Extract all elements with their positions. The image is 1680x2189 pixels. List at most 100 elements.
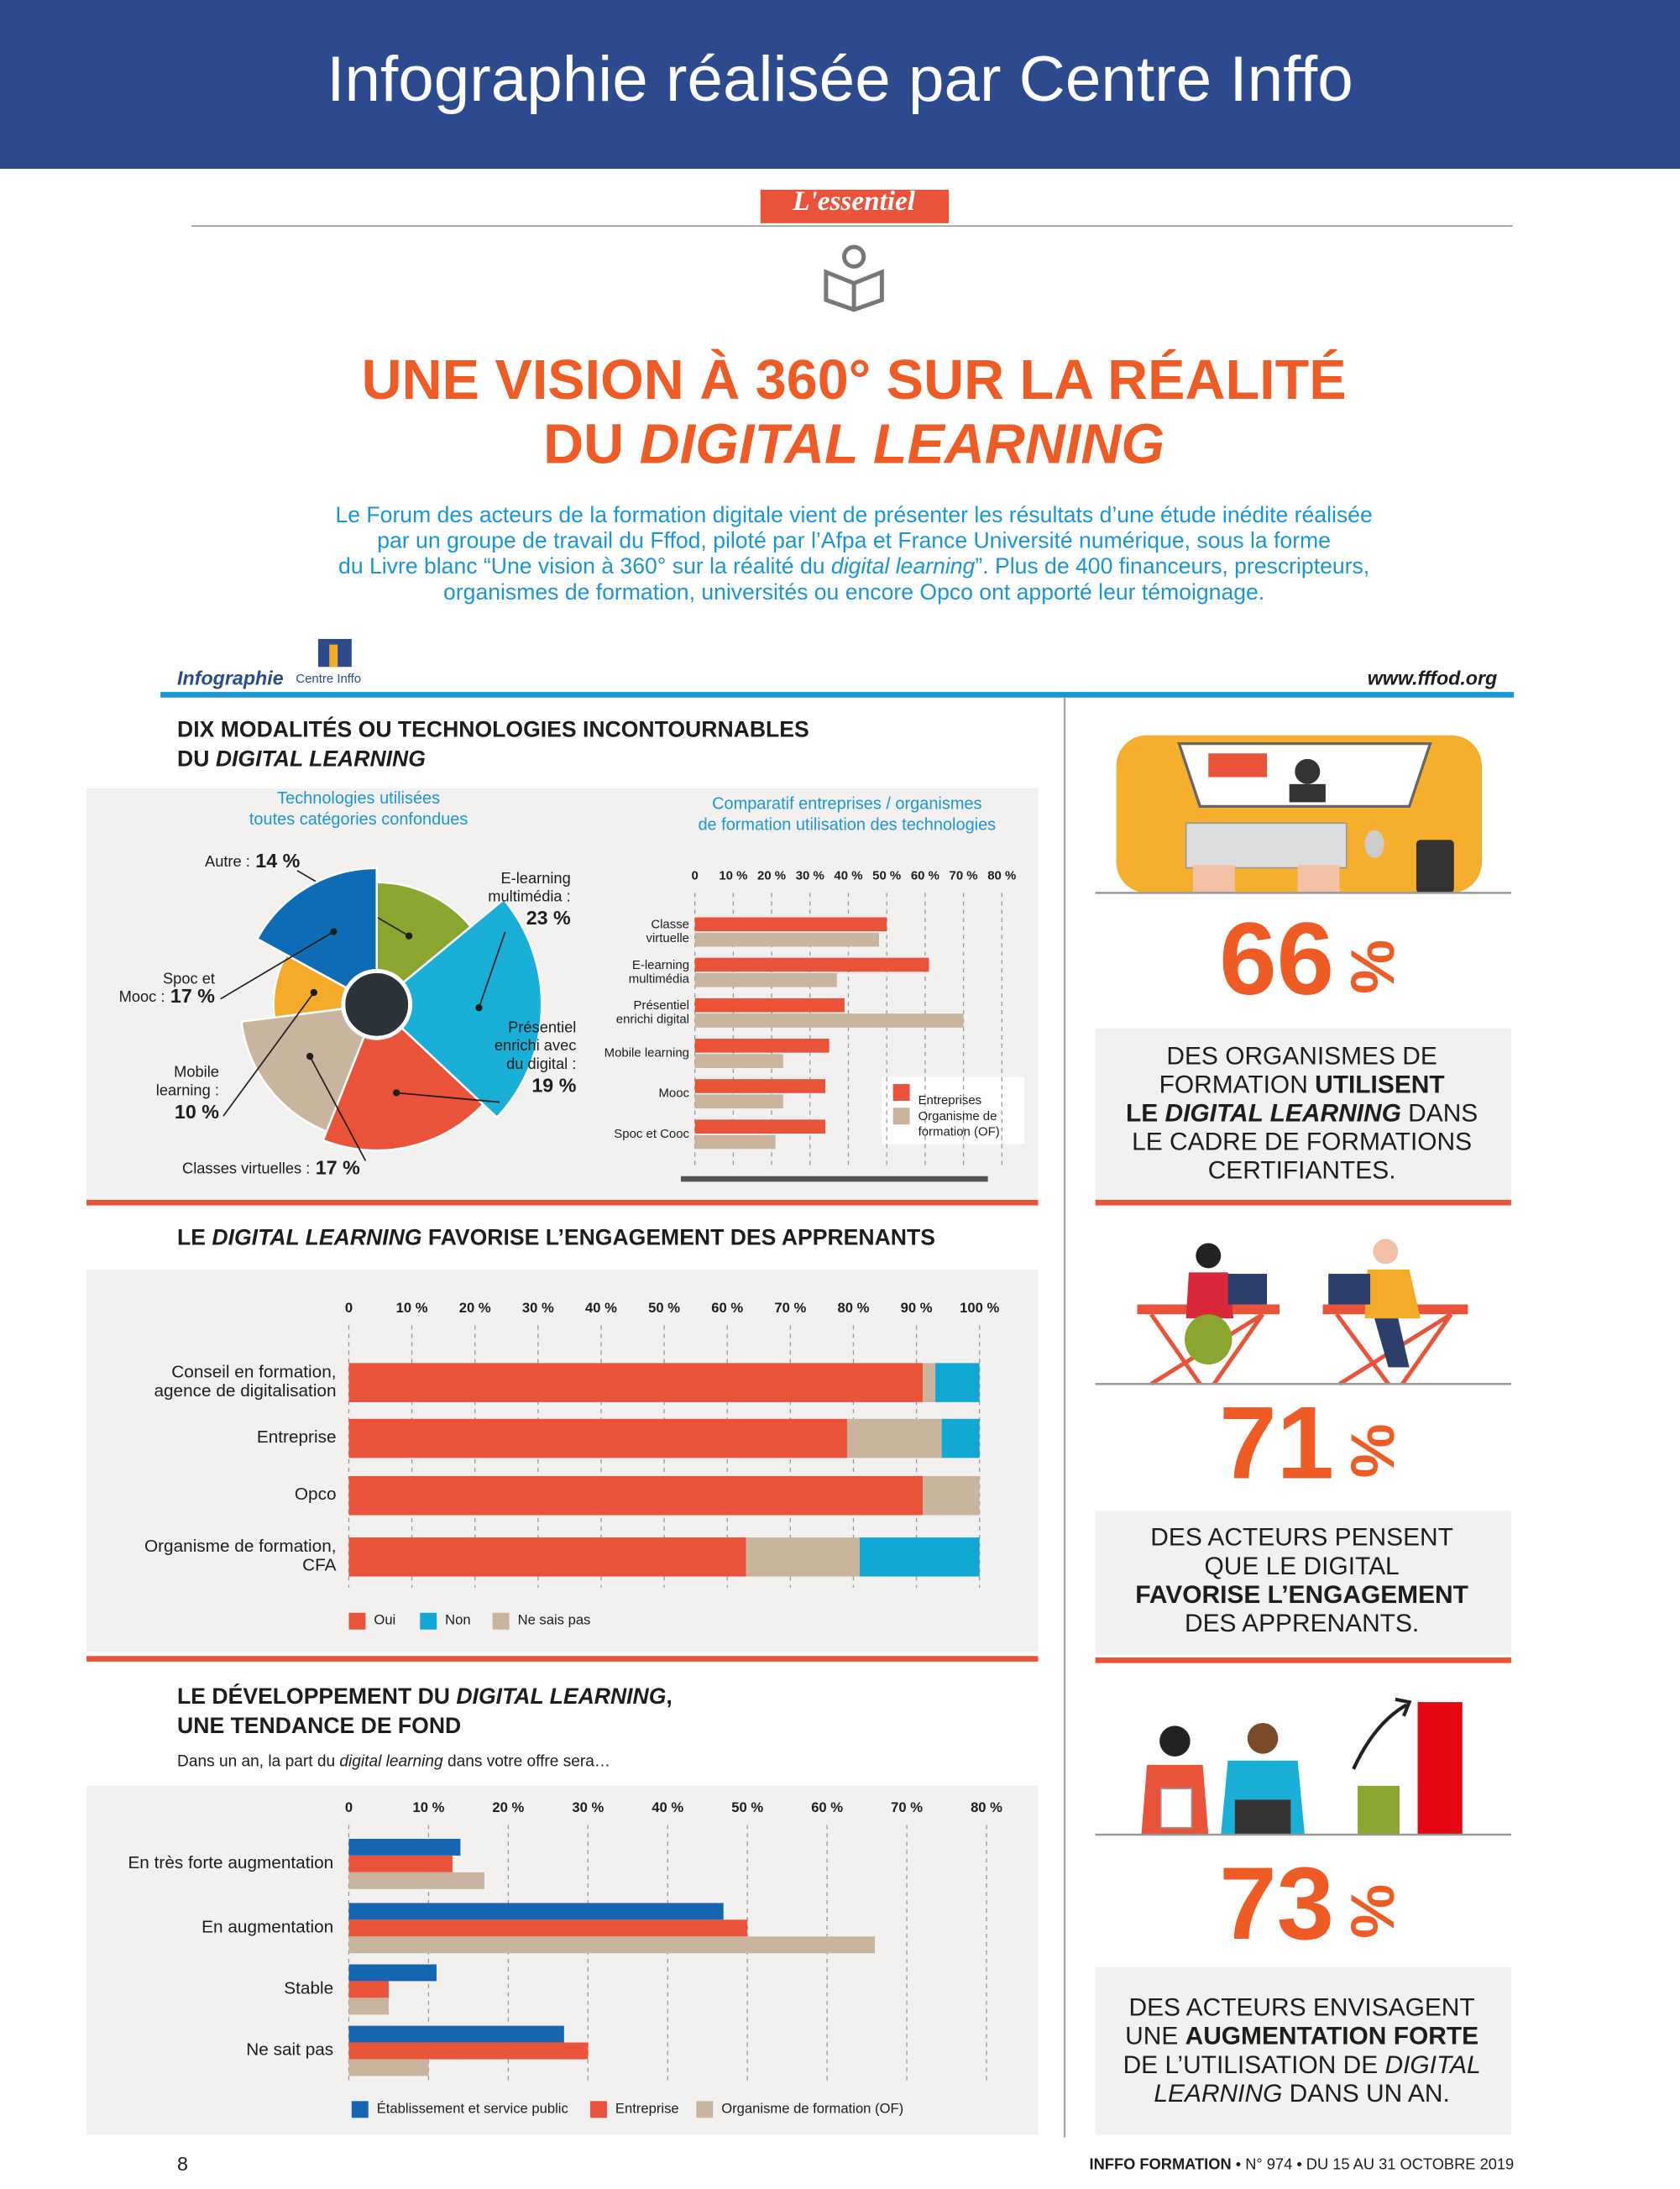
- legend-label: Non: [445, 1612, 470, 1628]
- bar: [694, 972, 837, 987]
- text-run: UTILISENT: [1315, 1071, 1445, 1098]
- page-number: 8: [177, 2153, 188, 2175]
- category-label: CFA: [302, 1556, 337, 1575]
- category-label: multimédia: [629, 971, 690, 986]
- bar: [694, 917, 887, 932]
- infographie-label: Infographie: [177, 667, 284, 689]
- legend-label: Organisme de: [919, 1109, 997, 1123]
- text-run: DIGITAL LEARNING: [1164, 1100, 1400, 1128]
- logo-text: Centre Inffo: [296, 672, 361, 686]
- stat-text: DES ORGANISMES DE: [1166, 1042, 1437, 1070]
- leader-dot: [393, 1089, 400, 1097]
- panel: [1095, 1028, 1511, 1202]
- x-tick-label: 50 %: [648, 1300, 680, 1316]
- category-label: Spoc et Cooc: [614, 1127, 689, 1141]
- panel: [86, 1785, 1039, 2135]
- stat-number: 66: [1219, 902, 1334, 1017]
- text-run: ”. Plus de 400 financeurs, prescripteurs…: [975, 553, 1369, 579]
- illustration-computer: [1116, 735, 1483, 893]
- stat-unit: %: [1337, 1424, 1405, 1479]
- bar-segment: [923, 1363, 936, 1402]
- x-tick-label: 50 %: [731, 1799, 763, 1815]
- title-line: UNE VISION À 360° SUR LA RÉALITÉ: [362, 348, 1347, 411]
- legend-swatch: [420, 1612, 437, 1630]
- stat-text: CERTIFIANTES.: [1208, 1157, 1396, 1185]
- text-run: Le Forum des acteurs de la formation dig…: [335, 502, 1372, 527]
- text-run: enrichi avec: [495, 1036, 576, 1054]
- text-run: E-learning: [500, 869, 570, 887]
- text-run: Ne sait pas: [246, 2040, 333, 2060]
- text-run: DIGITAL LEARNING: [216, 746, 426, 772]
- chart-title: Comparatif entreprises / organismes: [712, 795, 981, 814]
- x-tick-label: 60 %: [911, 868, 939, 882]
- publication: INFFO FORMATION • N° 974 • DU 15 AU 31 O…: [1090, 2155, 1515, 2173]
- text-run: E-learning: [632, 958, 689, 972]
- text-run: DU: [543, 413, 639, 475]
- chart-title: Technologies utilisées: [277, 789, 440, 808]
- stat-text: LE CADRE DE FORMATIONS: [1132, 1129, 1472, 1156]
- url: www.fffod.org: [1368, 667, 1498, 689]
- text-run: de formation utilisation des technologie…: [698, 816, 996, 835]
- text-run: Entreprise: [257, 1428, 337, 1448]
- pie-wedge: [375, 881, 473, 1007]
- text-run: learning :: [156, 1081, 219, 1098]
- panel: [1095, 1966, 1511, 2135]
- bar: [348, 2025, 564, 2043]
- x-tick-label: 30 %: [522, 1300, 554, 1316]
- x-tick-label: 40 %: [834, 868, 862, 882]
- text-run: CFA: [302, 1556, 337, 1575]
- bar-segment: [941, 1418, 980, 1458]
- bar: [694, 1039, 830, 1053]
- bar: [694, 1119, 826, 1134]
- text-run: par un groupe de travail du Fffod, pilot…: [377, 528, 1331, 553]
- stat-text: FAVORISE L’ENGAGEMENT: [1135, 1581, 1468, 1609]
- text-run: enrichi digital: [616, 1013, 689, 1027]
- text-run: virtuelle: [646, 931, 689, 945]
- stat-unit: %: [1337, 1884, 1405, 1939]
- section-heading: DU DIGITAL LEARNING: [177, 746, 426, 772]
- pie-label: E-learning: [500, 869, 570, 887]
- text-run: Mooc: [658, 1087, 689, 1101]
- text-run: UNE: [1125, 2023, 1185, 2050]
- text-run: Comparatif entreprises / organismes: [712, 795, 981, 814]
- illustration-learners: [1137, 1239, 1468, 1386]
- text-run: Organisme de: [919, 1109, 997, 1123]
- text-run: DIGITAL LEARNING: [212, 1224, 421, 1249]
- bar-segment: [348, 1363, 924, 1402]
- x-tick-label: 60 %: [711, 1300, 743, 1316]
- text-run: dans votre offre sera…: [443, 1753, 610, 1771]
- leader-line: [222, 992, 315, 1117]
- intro-line: par un groupe de travail du Fffod, pilot…: [377, 528, 1331, 553]
- legend-label: Entreprise: [615, 2101, 679, 2117]
- text-run: FAVORISE L’ENGAGEMENT: [1135, 1581, 1468, 1609]
- pie-label: Présentiel: [508, 1018, 576, 1035]
- text-run: En augmentation: [201, 1918, 333, 1937]
- text-run: UNE VISION À 360° SUR LA RÉALITÉ: [362, 348, 1347, 411]
- x-tick-label: 70 %: [891, 1799, 923, 1815]
- text-run: Spoc et: [163, 969, 215, 987]
- intro: Le Forum des acteurs de la formation dig…: [335, 502, 1372, 605]
- bar-segment: [859, 1537, 980, 1577]
- x-tick-label: 0: [345, 1300, 353, 1316]
- text-run: UNE TENDANCE DE FOND: [177, 1713, 461, 1738]
- text-run: AUGMENTATION FORTE: [1185, 2023, 1479, 2050]
- bar: [348, 1855, 453, 1872]
- legend-swatch: [492, 1612, 510, 1630]
- text-run: En très forte augmentation: [128, 1853, 333, 1872]
- x-tick-label: 40 %: [652, 1799, 683, 1815]
- leader-line: [220, 930, 334, 1000]
- legend-label: Organisme de formation (OF): [721, 2101, 903, 2117]
- category-label: Organisme de formation,: [144, 1537, 337, 1557]
- x-tick-label: 30 %: [796, 868, 824, 882]
- pie-value: 10 %: [175, 1101, 219, 1123]
- legend-label: formation (OF): [919, 1124, 1000, 1139]
- book-icon: [824, 244, 884, 312]
- text-run: Ne sais pas: [518, 1612, 591, 1628]
- category-label: En très forte augmentation: [128, 1853, 333, 1872]
- category-label: En augmentation: [201, 1918, 333, 1937]
- text-run: Autre :: [205, 852, 250, 870]
- section-heading: LE DÉVELOPPEMENT DU DIGITAL LEARNING,: [177, 1684, 673, 1709]
- category-label: Opco: [295, 1485, 337, 1505]
